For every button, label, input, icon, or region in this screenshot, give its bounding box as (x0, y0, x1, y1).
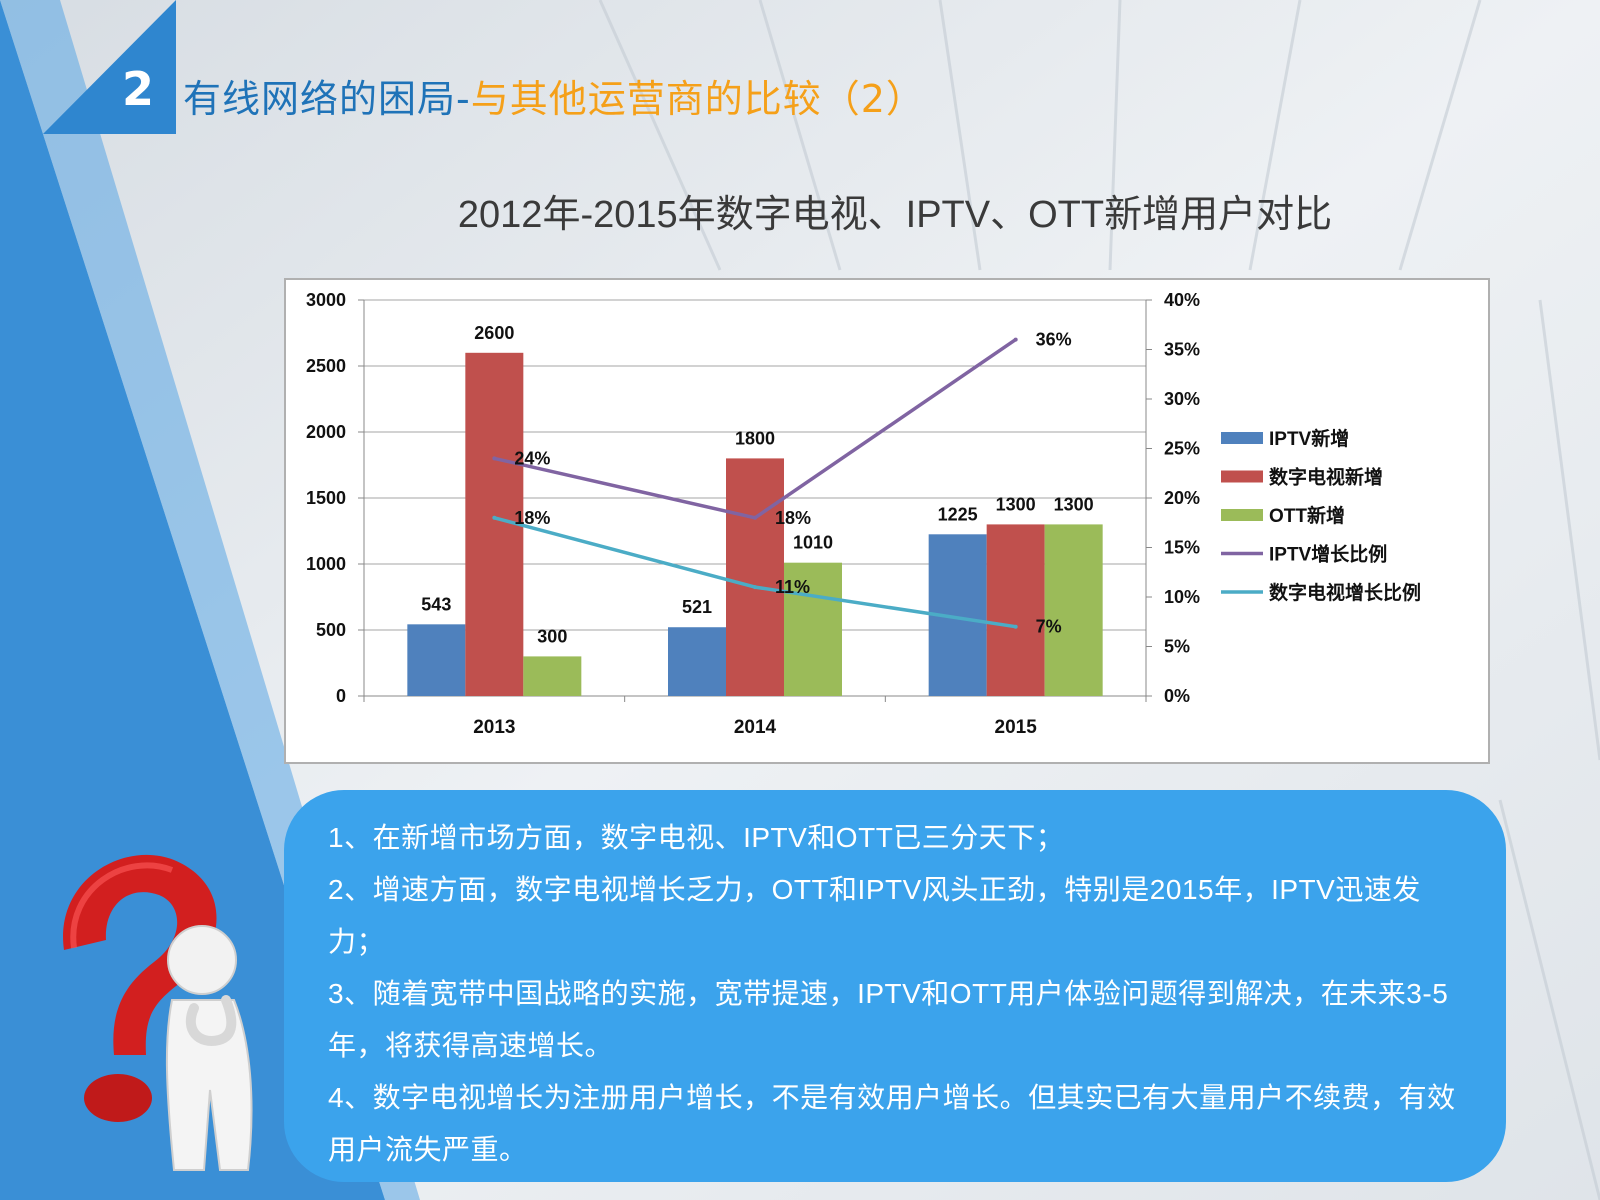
y-right-tick-label: 0% (1164, 686, 1190, 706)
legend-swatch (1221, 470, 1263, 483)
question-mark-icon (63, 854, 217, 1122)
thinking-person-icon (165, 925, 253, 1171)
y-right-tick-label: 10% (1164, 587, 1200, 607)
note-2: 2、增速方面，数字电视增长乏力，OTT和IPTV风头正劲，特别是2015年，IP… (328, 874, 1421, 957)
legend-label: 数字电视增长比例 (1269, 581, 1421, 604)
y-left-tick-label: 0 (336, 686, 346, 706)
bar-data-label: 300 (537, 626, 567, 646)
legend-swatch (1221, 509, 1263, 521)
y-right-tick-label: 30% (1164, 389, 1200, 409)
line-data-label: 7% (1036, 617, 1062, 637)
question-mark-figure (63, 854, 253, 1171)
bar (784, 562, 842, 696)
bar-data-label: 1225 (938, 504, 978, 524)
y-right-tick-label: 40% (1164, 290, 1200, 310)
slide-title-part1: 有线网络的困局- (183, 77, 471, 121)
legend-label: OTT新增 (1269, 504, 1345, 527)
bar (523, 656, 582, 696)
line-point (492, 515, 497, 520)
chart-panel: 0 500 1000 1500 2000 2500 3000 0% 5% 10% 15% 20% 25%… (284, 278, 1490, 764)
bar-data-label: 1010 (793, 533, 833, 553)
bar-data-label: 1800 (735, 428, 775, 448)
y-left-tick-label: 2000 (306, 422, 346, 442)
y-right-tick-label: 25% (1164, 439, 1200, 459)
slide-title: 有线网络的困局-与其他运营商的比较（2） (183, 68, 925, 123)
line-point (492, 456, 497, 461)
bar (726, 458, 784, 696)
y-left-tick-label: 500 (316, 620, 346, 640)
section-number: 2 (121, 62, 154, 116)
line-data-label: 11% (775, 577, 810, 597)
combo-chart: 0 500 1000 1500 2000 2500 3000 0% 5% 10% 15% 20% 25%… (306, 290, 1421, 738)
line-point (753, 515, 757, 520)
y-left-tick-label: 2500 (306, 356, 346, 376)
bar-data-label: 2600 (474, 323, 514, 343)
bar-data-label: 521 (682, 597, 712, 617)
y-right-tick-label: 20% (1164, 488, 1200, 508)
bar (986, 524, 1045, 696)
x-tick-label: 2013 (473, 717, 515, 738)
line-data-label: 36% (1036, 330, 1072, 350)
line-data-label: 24% (514, 448, 550, 468)
y-right-tick-label: 35% (1164, 340, 1200, 360)
notes-panel: 1、在新增市场方面，数字电视、IPTV和OTT已三分天下； 2、增速方面，数字电… (284, 790, 1506, 1182)
y-left-tick-label: 3000 (306, 290, 346, 310)
bar-data-label: 1300 (996, 494, 1036, 514)
y-right-tick-label: 5% (1164, 637, 1190, 657)
line-data-label: 18% (514, 508, 550, 528)
line-point (753, 585, 757, 590)
chart-heading: 2012年-2015年数字电视、IPTV、OTT新增用户对比 (457, 194, 1333, 236)
slide-title-part2: 与其他运营商的比较（2） (470, 77, 925, 121)
legend-label: 数字电视新增 (1269, 466, 1383, 489)
x-tick-label: 2015 (995, 717, 1038, 738)
bar (407, 624, 466, 696)
legend-swatch (1221, 432, 1263, 444)
note-3: 3、随着宽带中国战略的实施，宽带提速，IPTV和OTT用户体验问题得到解决，在未… (328, 978, 1449, 1061)
legend-label: IPTV新增 (1269, 427, 1349, 450)
y-left-tick-label: 1000 (306, 554, 346, 574)
y-left-tick-label: 1500 (306, 488, 346, 508)
x-tick-label: 2014 (734, 717, 777, 738)
note-1: 1、在新增市场方面，数字电视、IPTV和OTT已三分天下； (328, 822, 1065, 853)
bar (1044, 524, 1103, 696)
bar-data-label: 543 (421, 594, 451, 614)
note-4: 4、数字电视增长为注册用户增长，不是有效用户增长。但其实已有大量用户不续费，有效… (328, 1082, 1456, 1165)
line-data-label: 18% (775, 508, 811, 528)
y-right-tick-label: 15% (1164, 538, 1200, 558)
bar (668, 627, 726, 696)
line-point (1013, 337, 1018, 342)
bar-data-label: 1300 (1054, 494, 1094, 514)
line-point (1013, 624, 1018, 629)
legend-label: IPTV增长比例 (1269, 543, 1387, 566)
